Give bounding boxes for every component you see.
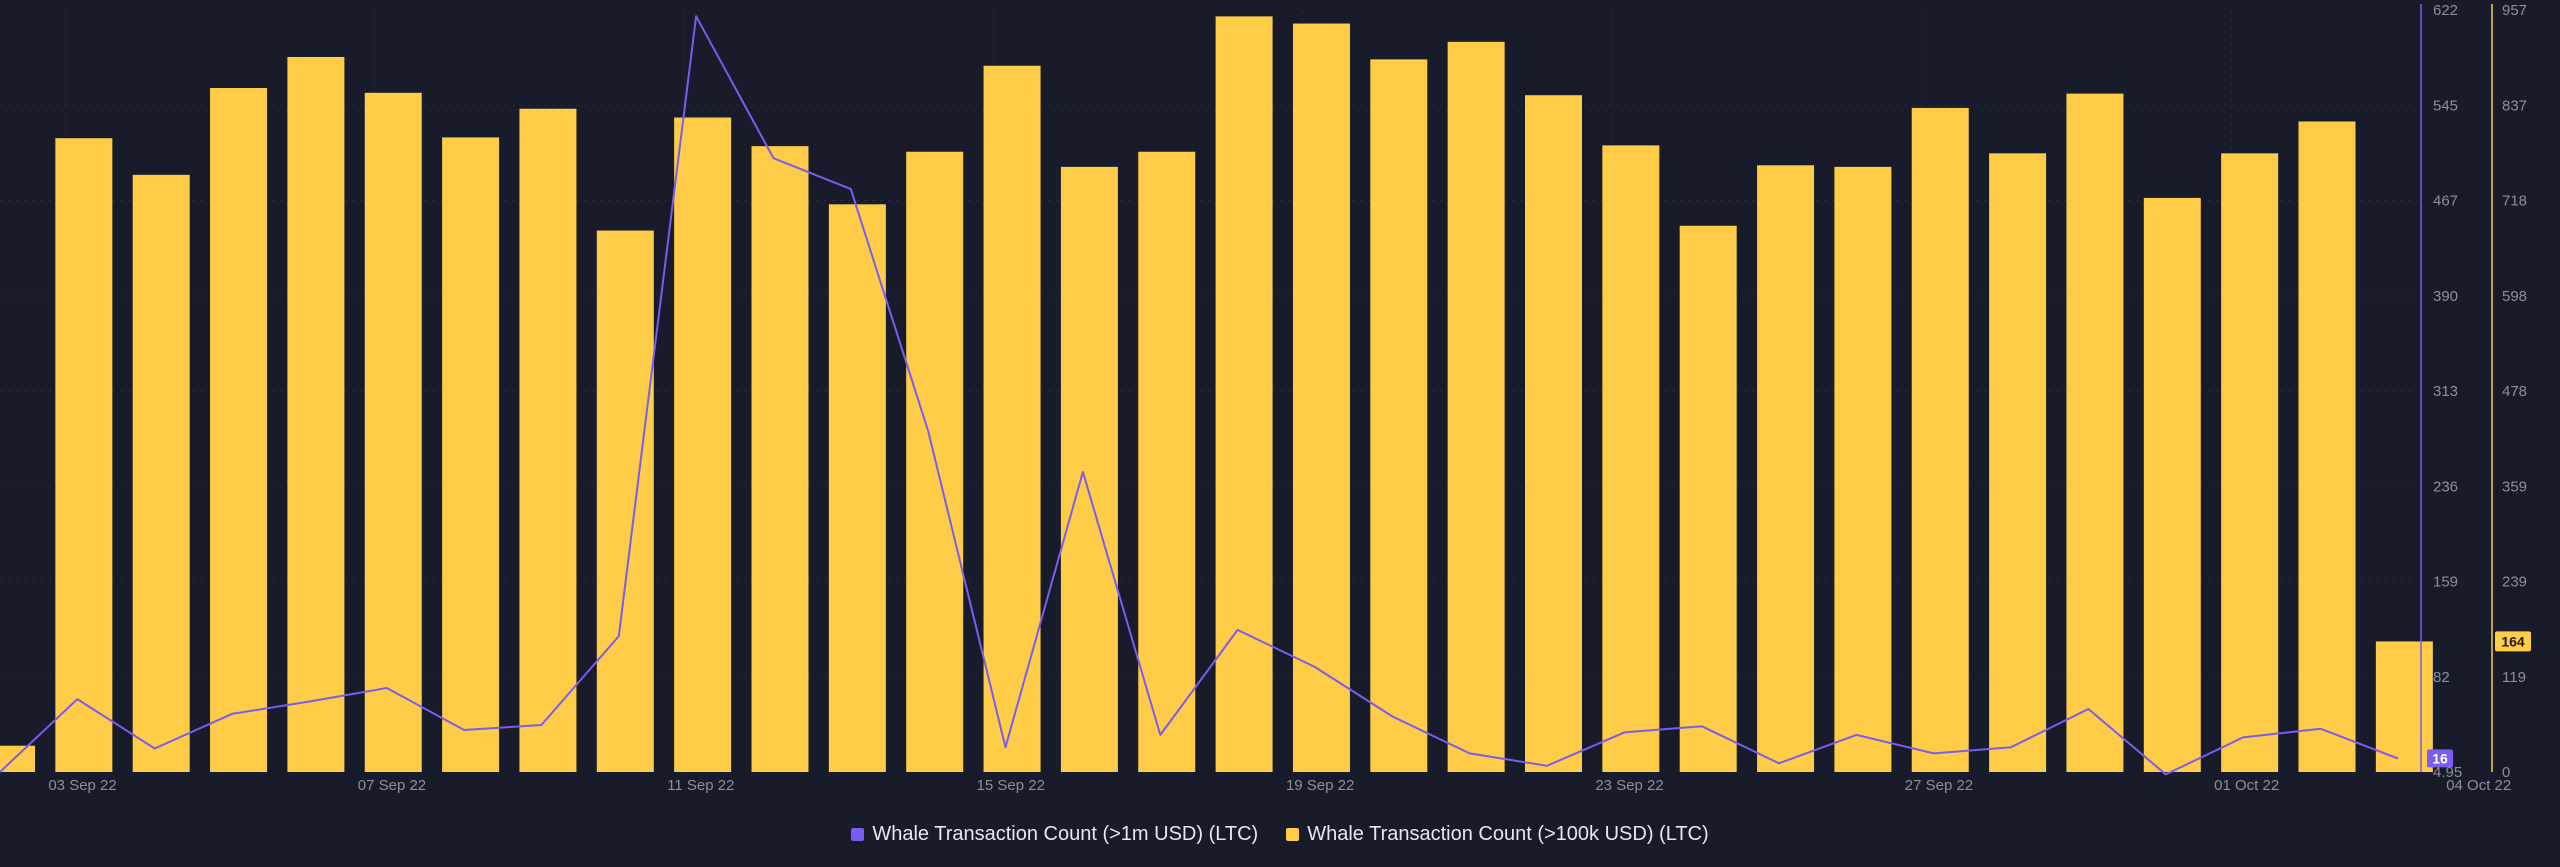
y-tick-label-1m: 313 — [2433, 383, 2458, 400]
bar-100k — [1292, 23, 1350, 772]
bar-100k — [55, 138, 113, 773]
bar-100k — [596, 230, 654, 773]
y-tick-label-100k: 957 — [2502, 2, 2527, 19]
bar-100k — [2221, 153, 2279, 773]
bar-100k — [983, 65, 1041, 772]
bar-100k — [1834, 166, 1892, 772]
whale-transaction-chart: 622 545 467 390 313 236 159 82 4.95 957 837 718 598 4… — [0, 2, 2531, 794]
line-series-1m — [0, 15, 2399, 776]
y-tick-label-100k: 0 — [2502, 764, 2510, 781]
current-value-text-100k: 164 — [2501, 633, 2525, 649]
chart-legend: Whale Transaction Count (>1m USD) (LTC) … — [0, 818, 2560, 850]
y-tick-label-100k: 359 — [2502, 478, 2527, 495]
current-value-badge-100k — [2495, 631, 2531, 652]
x-tick-label: 19 Sep 22 — [1286, 777, 1354, 794]
bar-100k — [674, 117, 732, 772]
bar-100k — [442, 137, 500, 772]
bar-100k — [132, 174, 190, 773]
x-tick-label: 03 Sep 22 — [48, 777, 116, 794]
legend-item-1m[interactable]: Whale Transaction Count (>1m USD) (LTC) — [851, 823, 1258, 846]
bar-100k — [1215, 16, 1273, 772]
y-tick-label-1m: 82 — [2433, 669, 2450, 686]
y-tick-label-1m: 4.95 — [2433, 764, 2462, 781]
legend-swatch-1m — [851, 827, 865, 841]
legend-swatch-100k — [1286, 827, 1300, 841]
y-tick-label-100k: 598 — [2502, 288, 2527, 305]
y-tick-label-1m: 467 — [2433, 193, 2458, 210]
bar-100k — [519, 108, 577, 773]
bar-100k — [1138, 151, 1196, 772]
x-tick-label: 15 Sep 22 — [977, 777, 1045, 794]
x-tick-label: 01 Oct 22 — [2214, 777, 2279, 794]
y-tick-label-100k: 478 — [2502, 383, 2527, 400]
bar-100k — [210, 88, 268, 772]
x-tick-label: 27 Sep 22 — [1905, 777, 1973, 794]
bar-100k — [1060, 166, 1118, 772]
bar-100k — [2066, 93, 2124, 772]
legend-label-1m: Whale Transaction Count (>1m USD) (LTC) — [872, 822, 1259, 845]
bar-100k — [1989, 153, 2047, 773]
bar-100k — [2143, 197, 2201, 772]
y-tick-label-1m: 159 — [2433, 574, 2458, 591]
legend-label-100k: Whale Transaction Count (>100k USD) (LTC… — [1307, 822, 1709, 845]
x-tick-label: 11 Sep 22 — [667, 777, 734, 794]
bar-100k — [751, 146, 809, 772]
current-value-badge-1m — [2427, 749, 2453, 768]
bar-100k — [1911, 107, 1969, 772]
bar-100k — [287, 56, 345, 773]
y-tick-label-1m: 622 — [2433, 2, 2458, 19]
bar-100k — [1525, 95, 1582, 772]
current-value-text-1m: 16 — [2432, 750, 2448, 766]
x-tick-label: 07 Sep 22 — [358, 777, 426, 794]
y-tick-label-100k: 239 — [2502, 574, 2527, 591]
y-tick-label-100k: 718 — [2502, 193, 2527, 210]
bar-100k — [1757, 165, 1815, 772]
bar-100k — [1370, 59, 1428, 773]
x-tick-label: 04 Oct 22 — [2446, 777, 2511, 794]
bar-100k — [828, 204, 886, 773]
y-tick-label-100k: 837 — [2502, 97, 2527, 114]
y-tick-label-1m: 545 — [2433, 97, 2458, 114]
y-tick-label-1m: 390 — [2433, 288, 2458, 305]
y-tick-label-1m: 236 — [2433, 478, 2458, 495]
bar-100k — [1602, 145, 1660, 773]
bar-100k — [364, 92, 422, 772]
legend-item-100k[interactable]: Whale Transaction Count (>100k USD) (LTC… — [1286, 822, 1709, 846]
bar-100k — [2375, 641, 2433, 772]
x-tick-label: 23 Sep 22 — [1595, 777, 1663, 794]
bar-100k — [1679, 225, 1737, 772]
bar-100k — [1447, 41, 1505, 772]
y-tick-label-100k: 119 — [2502, 669, 2526, 686]
bar-100k — [2298, 121, 2356, 773]
